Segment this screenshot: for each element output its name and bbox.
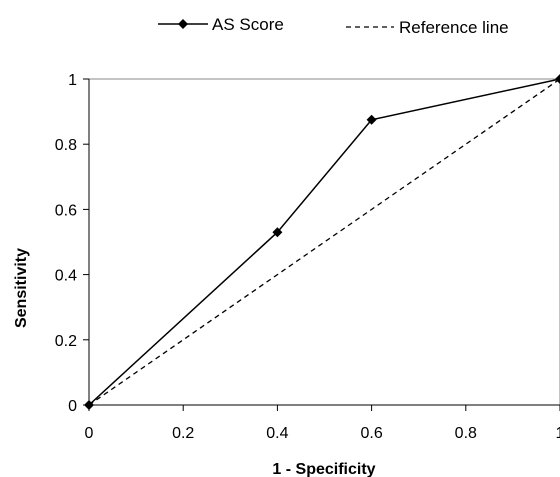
legend-as-score-marker [178,19,188,29]
y-axis-ticks: 0 0.2 0.4 0.6 0.8 1 [55,72,89,415]
legend-as-score-label: AS Score [212,15,284,34]
y-tick-label: 0.8 [55,137,77,154]
x-tick-label: 0.8 [455,425,477,442]
as-score-line [88,78,560,406]
x-axis-title: 1 - Specificity [272,461,375,477]
legend: AS Score Reference line [158,15,509,37]
as-score-point [555,74,560,84]
y-tick-label: 0.2 [55,333,77,350]
x-tick-label: 1 [556,425,560,442]
legend-reference-label: Reference line [399,18,509,37]
x-axis-ticks: 0 0.2 0.4 0.6 0.8 1 [85,405,560,442]
as-score-point [84,400,94,410]
y-tick-label: 0 [68,398,77,415]
x-tick-label: 0.4 [266,425,288,442]
reference-line [88,78,560,406]
x-tick-label: 0.6 [360,425,382,442]
x-tick-label: 0.2 [172,425,194,442]
y-tick-label: 0.4 [55,268,77,285]
as-score-point [272,227,283,238]
y-tick-label: 1 [68,72,77,89]
series-layer [84,74,560,410]
x-tick-label: 0 [85,425,94,442]
y-tick-label: 0.6 [55,202,77,219]
as-score-point [366,114,377,125]
y-axis-title: Sensitivity [13,248,30,328]
